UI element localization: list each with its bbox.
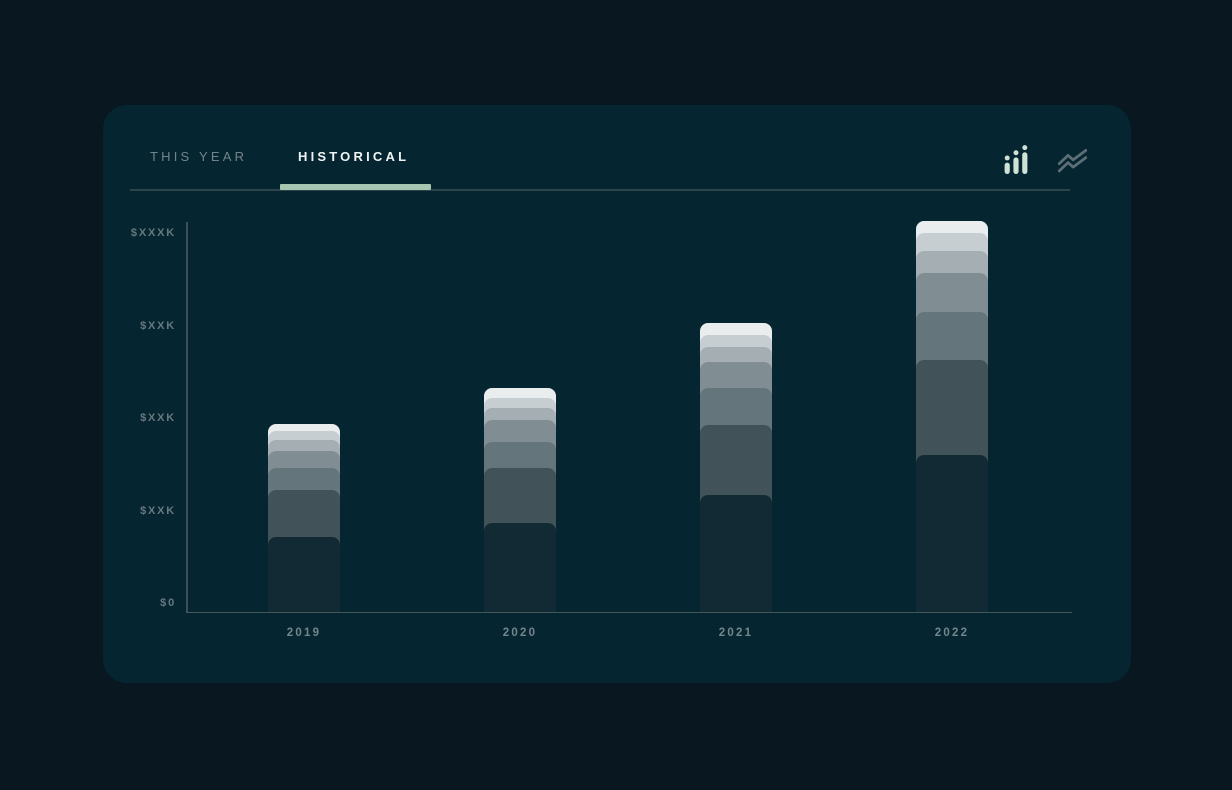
bar-2019 [268, 424, 340, 612]
x-tick-label-2019: 2019 [286, 627, 322, 639]
y-axis-line [186, 222, 188, 612]
y-tick-label: $XXK [140, 412, 176, 424]
tab-this-year[interactable]: THIS YEAR [150, 149, 248, 164]
bar-chart-icon[interactable] [1002, 143, 1030, 176]
chart-card: THIS YEAR HISTORICAL [103, 105, 1131, 683]
x-tick-label-2022: 2022 [934, 627, 970, 639]
x-tick-label-2021: 2021 [718, 627, 754, 639]
stacked-bar-chart: $XXXK $XXK $XXK $XXK $0 2019 2020 2021 2022 [131, 221, 1072, 639]
bar-2020 [484, 388, 556, 612]
chart-type-switcher [1002, 143, 1089, 176]
bar-2021 [700, 323, 772, 612]
tab-historical[interactable]: HISTORICAL [298, 149, 410, 164]
bar-segment-layer-7-darkest [484, 523, 556, 612]
bar-2022 [916, 221, 988, 612]
y-tick-label: $0 [160, 597, 176, 609]
x-tick-label-2020: 2020 [502, 627, 538, 639]
x-axis-line [186, 611, 1072, 613]
y-tick-label: $XXK [140, 504, 176, 517]
y-tick-label: $XXXK [130, 227, 176, 239]
line-chart-icon[interactable] [1056, 147, 1089, 176]
active-tab-indicator [280, 184, 431, 190]
bar-segment-layer-7-darkest [268, 537, 340, 612]
tab-divider [130, 189, 1070, 191]
tab-bar: THIS YEAR HISTORICAL [103, 105, 1131, 191]
y-tick-label: $XXK [140, 319, 176, 332]
bar-segment-layer-7-darkest [916, 455, 988, 612]
bar-segment-layer-7-darkest [700, 495, 772, 612]
